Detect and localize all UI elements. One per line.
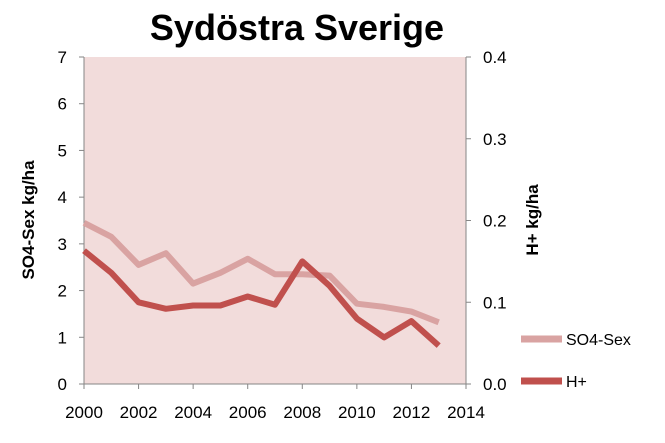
left-axis-title: SO4-Sex kg/ha — [19, 160, 38, 280]
chart-title: Sydöstra Sverige — [150, 7, 444, 48]
x-tick-label: 2002 — [120, 403, 158, 422]
x-tick-label: 2008 — [283, 403, 321, 422]
right-tick-label: 0.2 — [483, 212, 507, 231]
x-tick-label: 2012 — [393, 403, 431, 422]
right-tick-label: 0.1 — [483, 293, 507, 312]
legend-label-so4-sex: SO4-Sex — [566, 332, 631, 349]
left-tick-label: 3 — [58, 235, 67, 254]
left-tick-label: 7 — [58, 48, 67, 67]
series-line-h-plus — [82, 248, 441, 348]
left-tick-label: 5 — [58, 141, 67, 160]
legend: SO4-Sex H+ — [521, 332, 631, 391]
left-tick-label: 0 — [58, 375, 67, 394]
left-tick-label: 2 — [58, 282, 67, 301]
plot-area — [84, 57, 466, 384]
right-axis-title: H+ kg/ha — [523, 184, 542, 256]
series-line-so4-sex — [82, 220, 440, 326]
x-tick-label: 2006 — [229, 403, 267, 422]
x-tick-label: 2014 — [447, 403, 485, 422]
x-tick-label: 2004 — [174, 403, 212, 422]
x-tick-label: 2000 — [65, 403, 103, 422]
left-tick-label: 1 — [58, 328, 67, 347]
right-tick-label: 0.4 — [483, 48, 507, 67]
legend-label-h-plus: H+ — [566, 374, 587, 391]
right-tick-label: 0.3 — [483, 130, 507, 149]
left-tick-label: 4 — [58, 188, 67, 207]
right-tick-label: 0.0 — [483, 375, 507, 394]
x-tick-label: 2010 — [338, 403, 376, 422]
tick-layer: 0 1 2 3 4 5 6 7 0.0 0.1 0.2 0.3 0.4 2000 2002 2004 2006 2… — [58, 48, 507, 422]
left-tick-label: 6 — [58, 95, 67, 114]
series-layer — [82, 220, 441, 348]
